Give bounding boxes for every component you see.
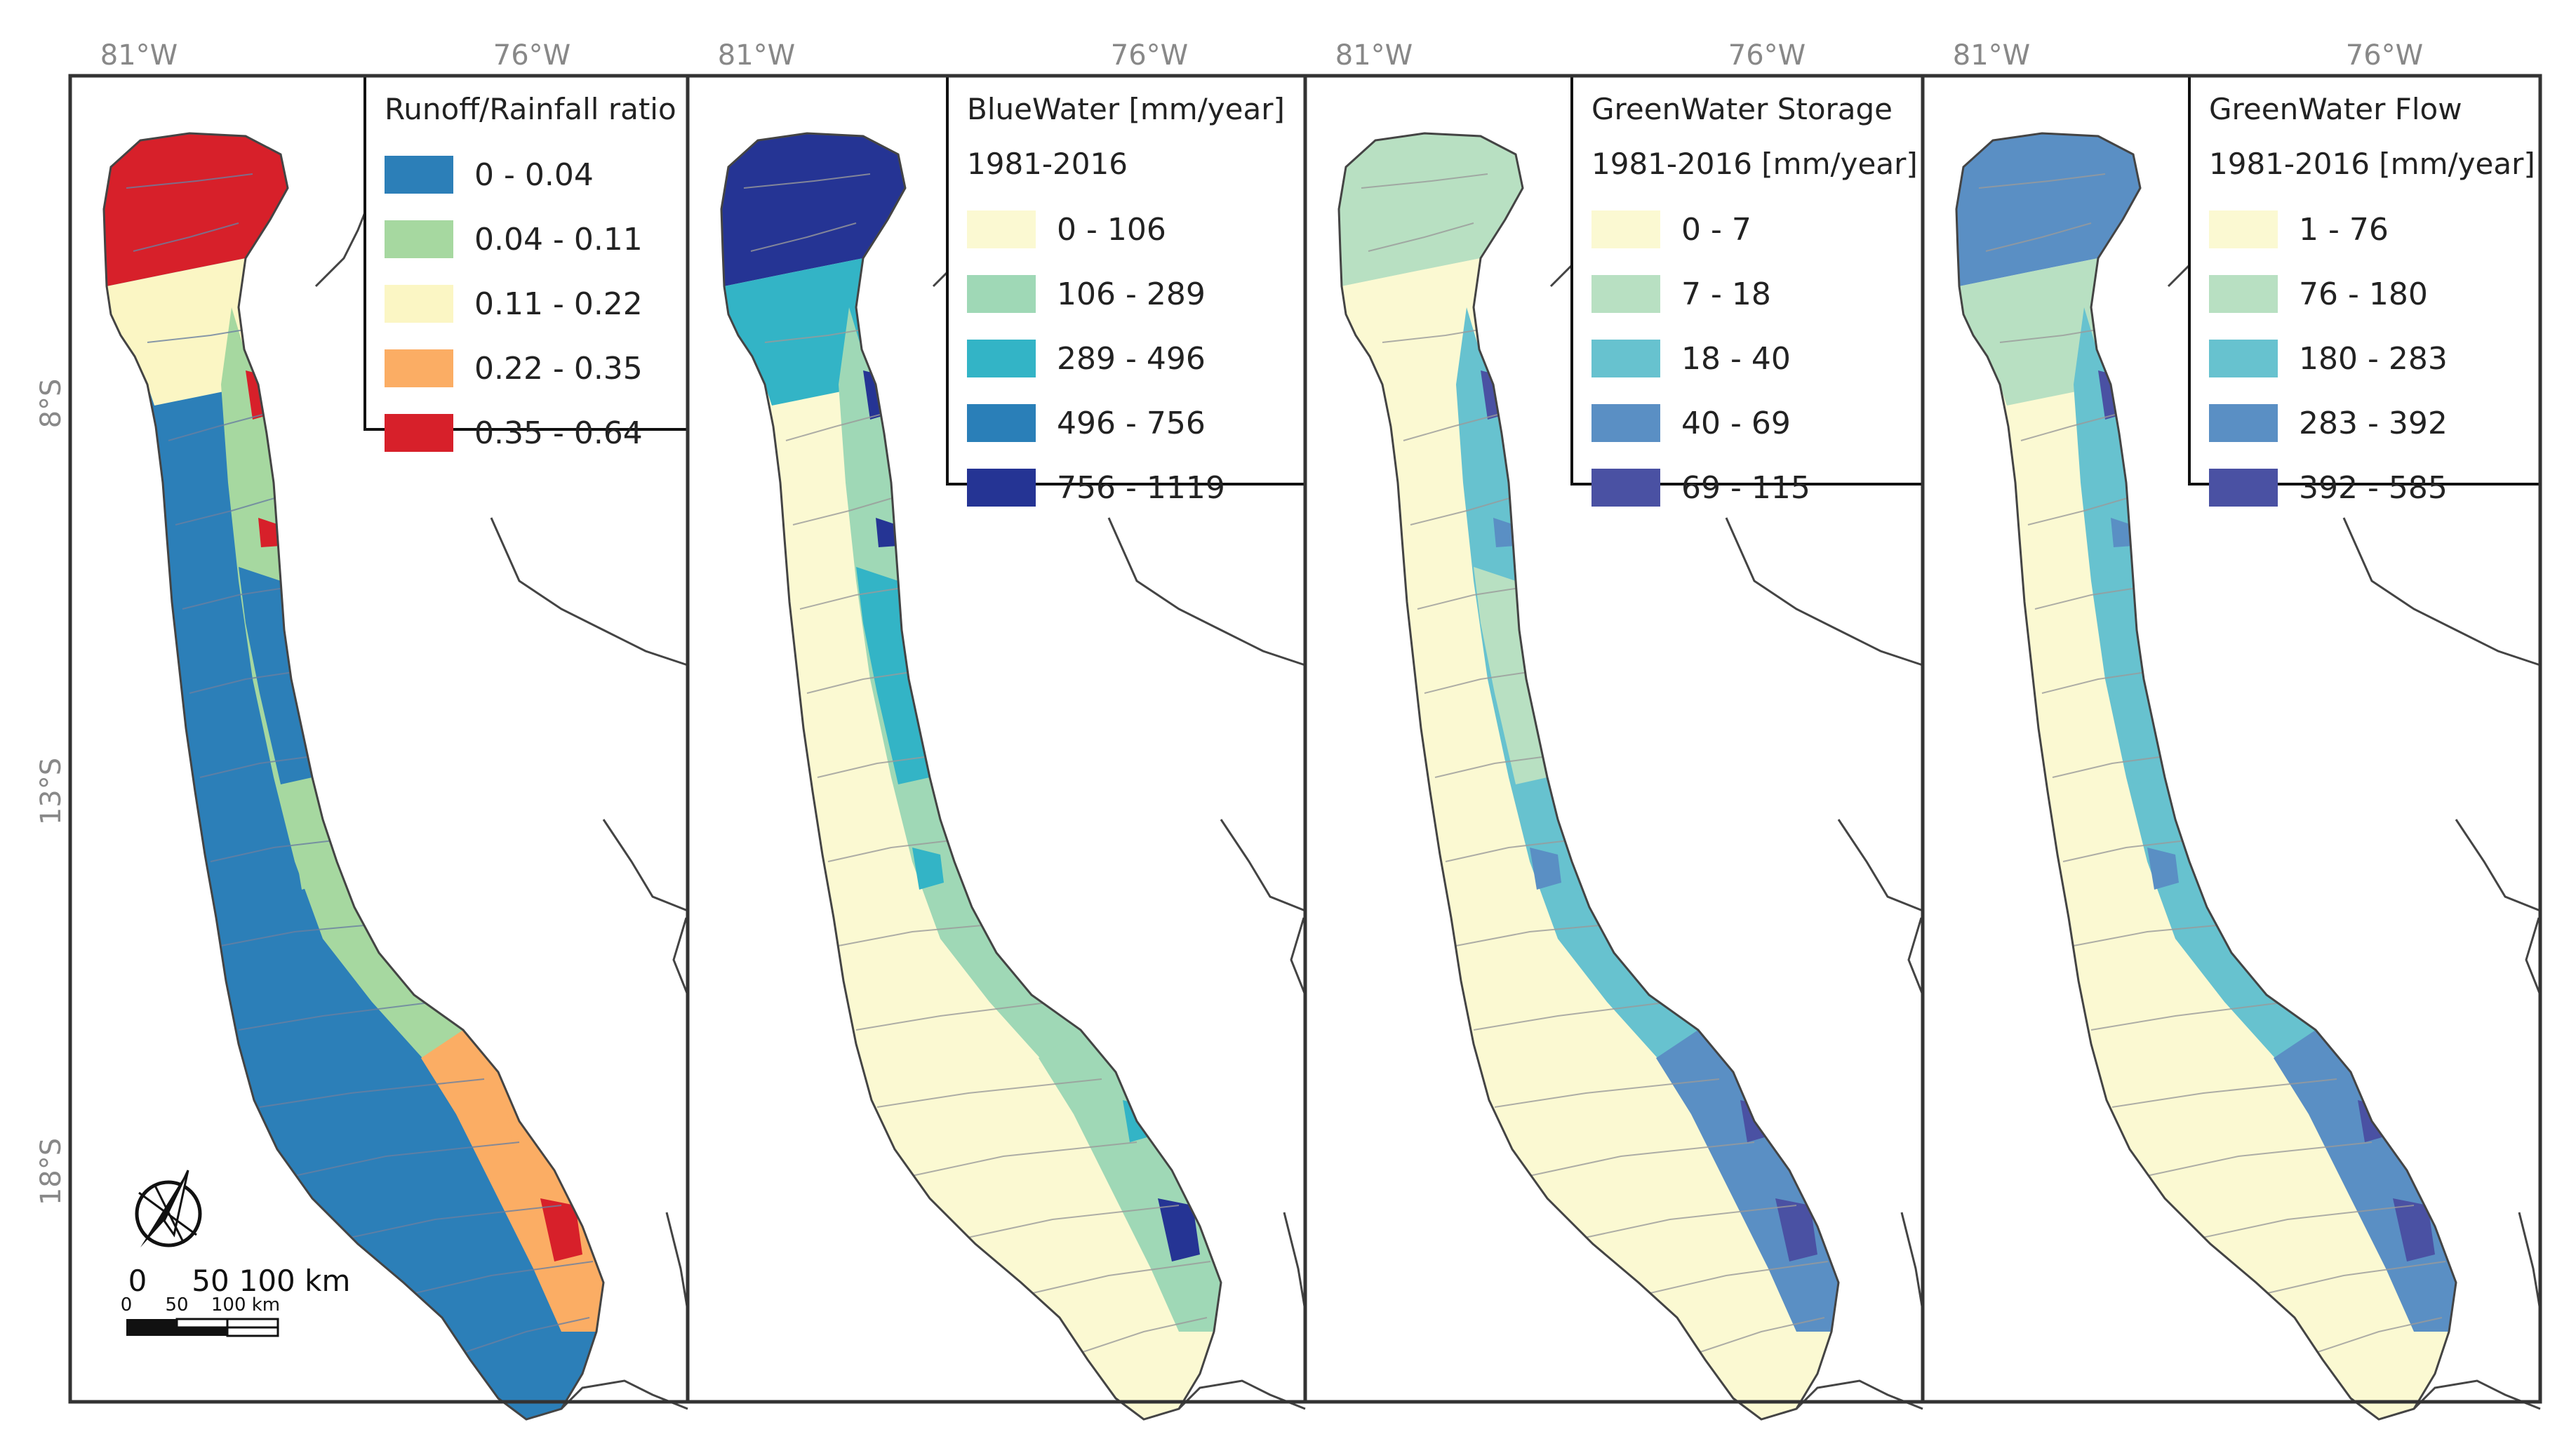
legend-swatch-bluewater-0 (967, 210, 1036, 248)
lat-label-13s: 13°S (35, 758, 67, 825)
legend-title-bluewater-1: 1981-2016 (967, 147, 1128, 181)
legend-swatch-greenwater-storage-0 (1591, 210, 1660, 248)
legend-label-greenwater-storage-0: 0 - 7 (1681, 212, 1751, 248)
legend-label-greenwater-storage-4: 69 - 115 (1681, 470, 1810, 506)
lon-label-p3-left: 81°W (1335, 39, 1413, 72)
legend-label-greenwater-storage-1: 7 - 18 (1681, 276, 1771, 312)
scale-small-0: 0 (121, 1294, 133, 1316)
legend-swatch-ratio-2 (385, 285, 453, 323)
legend-swatch-greenwater-storage-1 (1591, 275, 1660, 313)
legend-label-greenwater-flow-2: 180 - 283 (2299, 341, 2448, 377)
legend-swatch-greenwater-storage-4 (1591, 469, 1660, 507)
north-arrow-icon (135, 1170, 202, 1247)
map-panel-greenwater-storage: GreenWater Storage 1981-2016 [mm/year] 0 -… (1303, 74, 1925, 1421)
legend-label-greenwater-flow-4: 392 - 585 (2299, 470, 2448, 506)
legend-swatch-greenwater-flow-4 (2209, 469, 2278, 507)
latitude-labels: 8°S 13°S 18°S (35, 379, 67, 1206)
legend-label-bluewater-0: 0 - 106 (1057, 212, 1166, 248)
legend-label-greenwater-flow-3: 283 - 392 (2299, 406, 2448, 441)
legend-label-bluewater-4: 756 - 1119 (1057, 470, 1225, 506)
legend-swatch-bluewater-1 (967, 275, 1036, 313)
legend-title-greenwater-storage-1: 1981-2016 [mm/year] (1591, 147, 1918, 181)
legend-label-ratio-4: 0.35 - 0.64 (474, 415, 643, 451)
scale-label-100km: 100 km (239, 1264, 351, 1298)
scale-seg-3 (226, 1318, 279, 1329)
legend-swatch-ratio-3 (385, 349, 453, 387)
scale-seg-1 (126, 1319, 177, 1327)
lon-label-p4-left: 81°W (1953, 39, 2030, 72)
legend-title-greenwater-flow-1: 1981-2016 [mm/year] (2209, 147, 2535, 181)
legend-swatch-bluewater-3 (967, 404, 1036, 442)
legend-swatch-greenwater-flow-0 (2209, 210, 2278, 248)
legend-swatch-ratio-1 (385, 220, 453, 258)
legend-label-ratio-2: 0.11 - 0.22 (474, 286, 643, 322)
scale-bar: 0 50 100 km 0 50 100 km (121, 1264, 351, 1337)
scale-label-0: 0 (128, 1264, 147, 1298)
scale-seg-4 (126, 1327, 152, 1336)
legend-label-ratio-0: 0 - 0.04 (474, 157, 594, 193)
scale-seg-2 (175, 1318, 229, 1329)
legend-label-bluewater-3: 496 - 756 (1057, 406, 1206, 441)
map-panel-bluewater: BlueWater [mm/year] 1981-2016 0 - 106 106 -… (686, 74, 1307, 1421)
scale-seg-6 (177, 1327, 227, 1336)
map-panel-greenwater-flow: GreenWater Flow 1981-2016 [mm/year] 1 - 76… (1921, 74, 2542, 1421)
scale-small-100km: 100 km (211, 1294, 280, 1316)
legend-label-ratio-3: 0.22 - 0.35 (474, 351, 643, 387)
legend-ratio: Runoff/Rainfall ratio 0 - 0.04 0.04 - 0.11… (363, 74, 689, 452)
lon-label-p1-right: 76°W (493, 39, 570, 72)
scale-small-50: 50 (165, 1294, 188, 1316)
legend-swatch-ratio-0 (385, 156, 453, 194)
lat-label-18s: 18°S (35, 1138, 67, 1205)
legend-greenwater-flow: GreenWater Flow 1981-2016 [mm/year] 1 - 76… (2188, 74, 2542, 507)
legend-title-bluewater-0: BlueWater [mm/year] (967, 92, 1285, 126)
legend-label-bluewater-1: 106 - 289 (1057, 276, 1206, 312)
legend-swatch-greenwater-storage-3 (1591, 404, 1660, 442)
legend-greenwater-storage: GreenWater Storage 1981-2016 [mm/year] 0 -… (1570, 74, 1924, 507)
legend-title-greenwater-flow-0: GreenWater Flow (2209, 92, 2462, 126)
scale-seg-7 (226, 1326, 279, 1337)
legend-swatch-greenwater-flow-2 (2209, 340, 2278, 377)
lon-label-p2-left: 81°W (718, 39, 795, 72)
legend-title-ratio-0: Runoff/Rainfall ratio (385, 92, 676, 126)
legend-label-greenwater-flow-1: 76 - 180 (2299, 276, 2428, 312)
legend-swatch-bluewater-2 (967, 340, 1036, 377)
legend-label-greenwater-flow-0: 1 - 76 (2299, 212, 2389, 248)
legend-label-ratio-1: 0.04 - 0.11 (474, 222, 643, 257)
lon-label-p4-right: 76°W (2346, 39, 2423, 72)
legend-swatch-ratio-4 (385, 414, 453, 452)
lat-label-8s: 8°S (35, 379, 67, 429)
legend-label-greenwater-storage-2: 18 - 40 (1681, 341, 1791, 377)
legend-label-bluewater-2: 289 - 496 (1057, 341, 1206, 377)
legend-bluewater: BlueWater [mm/year] 1981-2016 0 - 106 106 -… (946, 74, 1307, 507)
legend-title-greenwater-storage-0: GreenWater Storage (1591, 92, 1893, 126)
legend-swatch-greenwater-storage-2 (1591, 340, 1660, 377)
panel-frame-greenwater-flow (1921, 74, 2542, 1404)
scale-seg-5 (152, 1327, 177, 1336)
scale-label-50: 50 (192, 1264, 229, 1298)
legend-swatch-greenwater-flow-3 (2209, 404, 2278, 442)
legend-label-greenwater-storage-3: 40 - 69 (1681, 406, 1791, 441)
legend-swatch-bluewater-4 (967, 469, 1036, 507)
legend-swatch-greenwater-flow-1 (2209, 275, 2278, 313)
longitude-labels: 81°W 76°W 81°W 76°W 81°W 76°W 81°W 76°W (100, 39, 2423, 72)
lon-label-p2-right: 76°W (1111, 39, 1188, 72)
map-panels: Runoff/Rainfall ratio 0 - 0.04 0.04 - 0.11… (68, 74, 2542, 1421)
lon-label-p1-left: 81°W (100, 39, 178, 72)
lon-label-p3-right: 76°W (1728, 39, 1806, 72)
